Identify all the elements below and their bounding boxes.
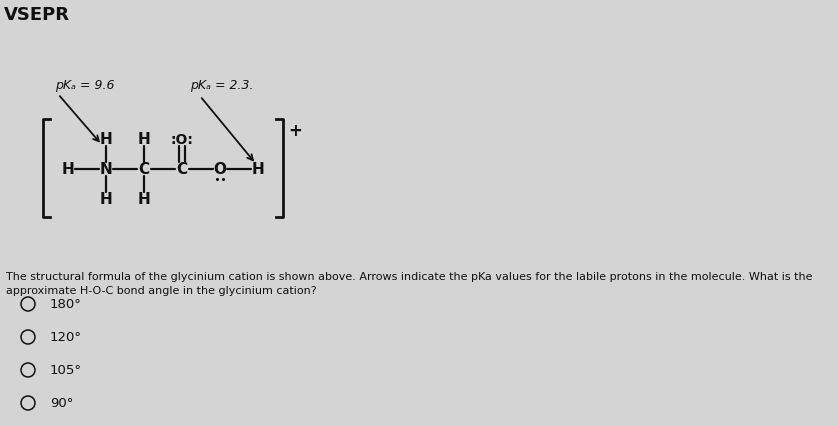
- Text: approximate H-O-C bond angle in the glycinium cation?: approximate H-O-C bond angle in the glyc…: [6, 285, 317, 295]
- Text: The structural formula of the glycinium cation is shown above. Arrows indicate t: The structural formula of the glycinium …: [6, 271, 813, 281]
- Text: H: H: [137, 132, 150, 147]
- Text: pKₐ = 9.6: pKₐ = 9.6: [55, 78, 115, 91]
- Text: H: H: [137, 192, 150, 207]
- Text: C: C: [177, 162, 188, 177]
- Text: O: O: [214, 162, 226, 177]
- Text: C: C: [138, 162, 149, 177]
- Text: H: H: [62, 162, 75, 177]
- Text: :O:: :O:: [171, 132, 194, 147]
- Text: +: +: [288, 122, 302, 140]
- Text: H: H: [100, 192, 112, 207]
- Text: 105°: 105°: [50, 364, 82, 377]
- Text: pKₐ = 2.3.: pKₐ = 2.3.: [190, 78, 254, 91]
- Text: 120°: 120°: [50, 331, 82, 344]
- Text: 90°: 90°: [50, 397, 74, 409]
- Text: 180°: 180°: [50, 298, 82, 311]
- Text: H: H: [251, 162, 264, 177]
- Text: VSEPR: VSEPR: [4, 6, 70, 24]
- Text: H: H: [100, 132, 112, 147]
- Text: N: N: [100, 162, 112, 177]
